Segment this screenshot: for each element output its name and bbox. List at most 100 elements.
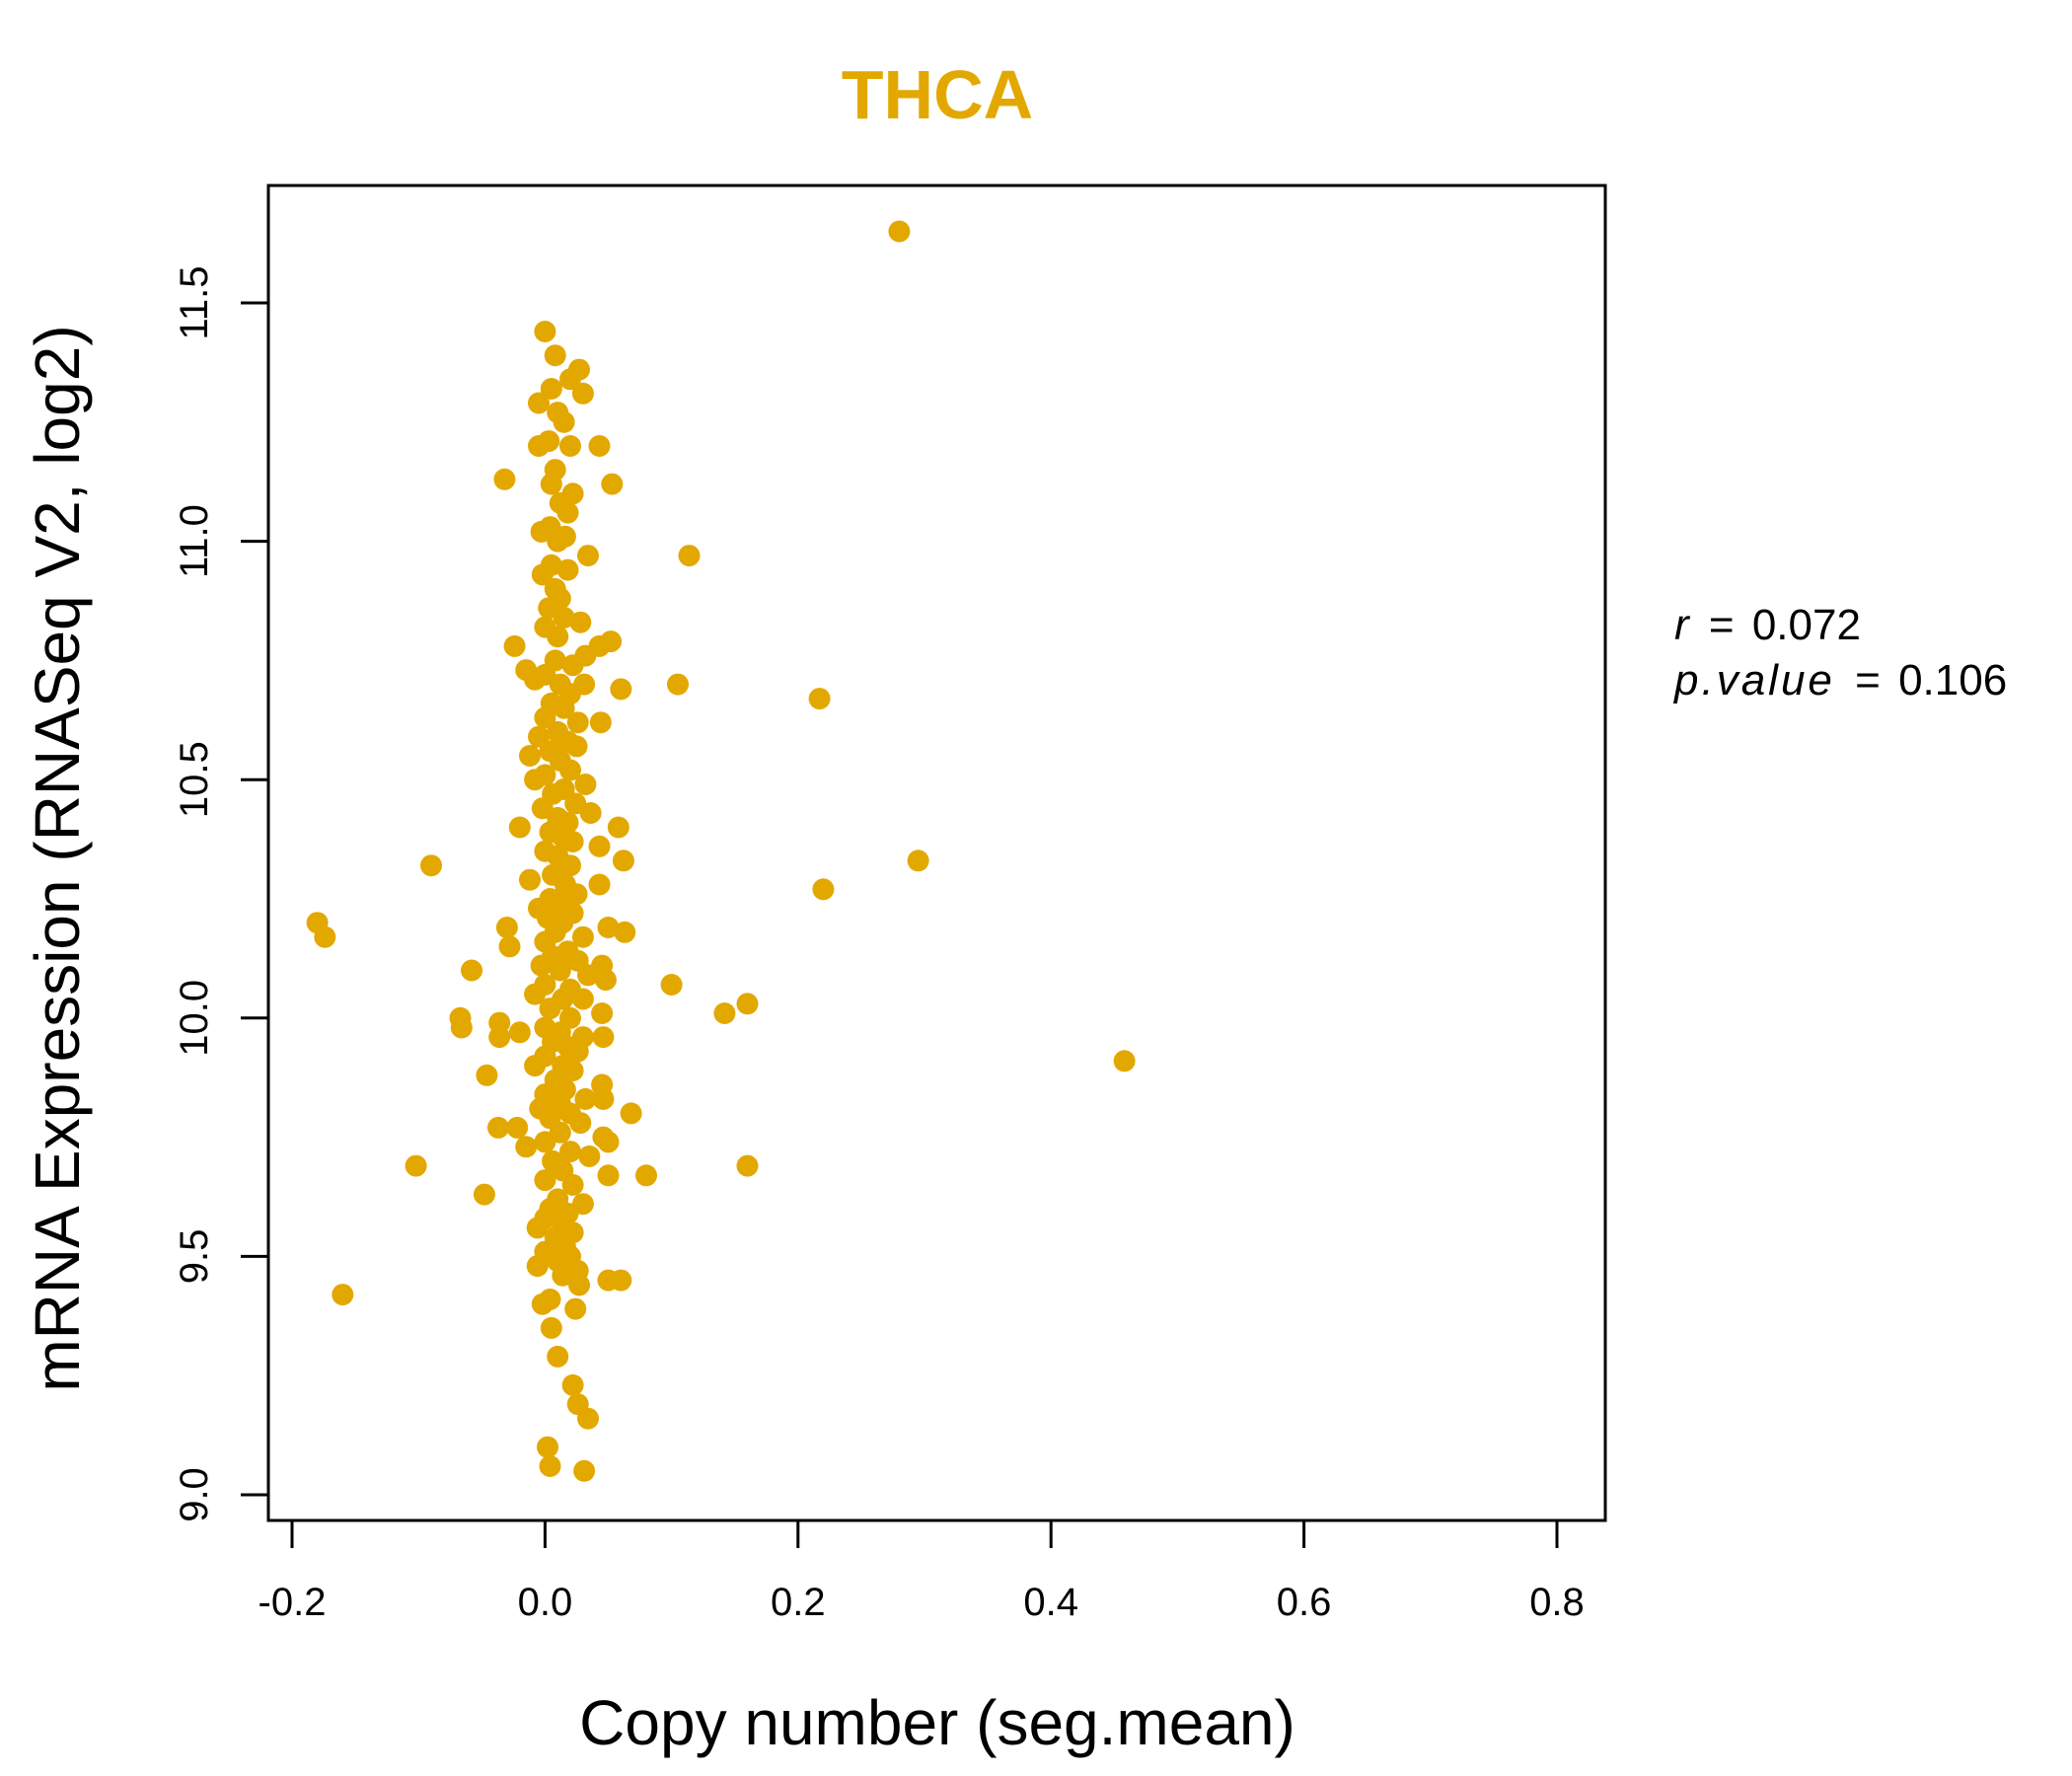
data-point <box>524 668 547 691</box>
data-point <box>561 1060 584 1081</box>
data-point <box>314 925 336 948</box>
data-point <box>561 1173 584 1196</box>
x-axis-label: Copy number (seg.mean) <box>579 1687 1295 1758</box>
stat-p-equals: = <box>1855 656 1881 704</box>
data-point <box>498 935 521 958</box>
y-axis: 9.0 9.5 10.0 10.5 11.0 11.5 <box>173 266 270 1522</box>
chart-title: THCA <box>842 56 1033 133</box>
data-point <box>588 835 611 857</box>
data-point <box>736 1154 759 1177</box>
data-point <box>553 606 575 629</box>
data-point <box>808 688 831 710</box>
data-point <box>607 816 629 839</box>
data-point <box>588 873 611 896</box>
y-tick-label: 10.5 <box>173 741 216 818</box>
data-point <box>473 1183 495 1206</box>
data-point <box>519 868 541 891</box>
data-point <box>612 850 634 872</box>
data-point <box>556 501 579 524</box>
data-point <box>506 1116 529 1139</box>
data-point <box>487 1116 509 1139</box>
x-tick-label: 0.4 <box>1023 1581 1078 1624</box>
stat-r-value: 0.072 <box>1752 601 1861 649</box>
data-point <box>524 983 547 1005</box>
data-point <box>667 673 689 696</box>
data-point <box>812 878 835 901</box>
y-tick-label: 11.5 <box>173 266 216 340</box>
data-point <box>597 917 620 938</box>
data-point <box>526 1217 549 1239</box>
stat-r-equals: = <box>1709 601 1735 649</box>
data-point <box>678 545 701 567</box>
data-point <box>476 1064 498 1086</box>
data-point <box>547 1345 569 1368</box>
stat-r-label: r <box>1674 601 1691 649</box>
data-point <box>549 959 571 982</box>
data-point <box>539 1455 561 1477</box>
data-point <box>515 1136 538 1158</box>
data-point <box>552 1264 574 1287</box>
data-point <box>635 1164 657 1187</box>
stat-p-label: p.value <box>1672 656 1835 704</box>
data-point <box>569 1112 592 1135</box>
data-point <box>888 220 911 243</box>
data-point <box>508 816 531 839</box>
data-point <box>461 959 482 982</box>
data-point <box>736 993 759 1015</box>
data-point <box>564 1297 587 1320</box>
data-point <box>493 468 516 490</box>
data-point <box>597 1164 620 1187</box>
data-points <box>306 220 1136 1482</box>
stat-p-line: p.value = 0.106 <box>1672 656 2007 704</box>
data-point <box>332 1284 354 1306</box>
data-point <box>1113 1050 1136 1073</box>
data-point <box>660 974 683 996</box>
y-tick-label: 10.0 <box>173 980 216 1057</box>
data-point <box>588 435 611 457</box>
data-point <box>530 954 553 977</box>
x-axis: -0.2 0.0 0.2 0.4 0.6 0.8 <box>259 1518 1585 1624</box>
data-point <box>565 735 588 758</box>
data-point <box>571 382 594 405</box>
data-point <box>589 711 612 734</box>
data-point <box>534 706 556 729</box>
data-point <box>577 1407 599 1430</box>
data-point <box>574 1087 597 1110</box>
data-point <box>574 774 597 795</box>
data-point <box>592 1026 615 1049</box>
data-point <box>524 769 547 791</box>
data-point <box>450 1016 473 1039</box>
data-point <box>524 1055 547 1077</box>
data-point <box>508 1021 531 1044</box>
data-point <box>503 634 526 657</box>
data-point <box>577 545 599 567</box>
data-point <box>531 1293 554 1315</box>
data-point <box>538 430 560 453</box>
data-point <box>559 435 581 457</box>
data-point <box>540 473 562 495</box>
data-point <box>569 611 592 633</box>
x-tick-label: 0.2 <box>771 1581 826 1624</box>
data-point <box>597 1131 620 1153</box>
data-point <box>534 321 556 342</box>
data-point <box>554 525 576 548</box>
data-point <box>577 964 599 987</box>
correlation-stats: r = 0.072 p.value = 0.106 <box>1672 601 2007 704</box>
data-point <box>544 344 566 367</box>
x-tick-label: 0.0 <box>518 1581 573 1624</box>
data-point <box>559 1141 581 1163</box>
data-point <box>495 917 518 938</box>
y-tick-label: 11.0 <box>173 504 216 578</box>
data-point <box>573 1459 596 1482</box>
data-point <box>578 1145 601 1167</box>
data-point <box>519 745 541 767</box>
data-point <box>601 473 624 495</box>
data-point <box>556 558 579 581</box>
data-point <box>614 921 636 943</box>
data-point <box>559 759 581 781</box>
data-point <box>559 368 581 391</box>
data-point <box>540 378 562 400</box>
data-point <box>539 998 561 1020</box>
data-point <box>566 1040 589 1063</box>
